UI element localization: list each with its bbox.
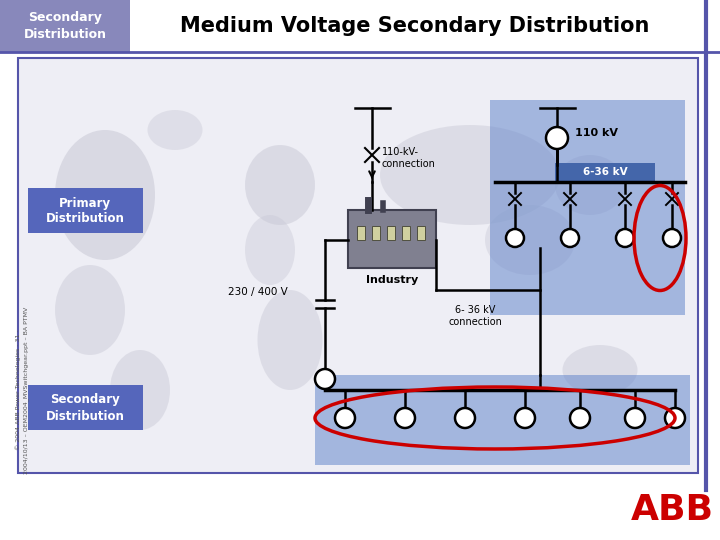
Text: © 2004 ABB Power Technologies - 31 -
2004/10/13 – OEM2004_MVSwitchgear.ppt – BA : © 2004 ABB Power Technologies - 31 - 200… bbox=[15, 306, 29, 474]
Bar bbox=[417, 226, 425, 240]
Text: 6-36 kV: 6-36 kV bbox=[582, 167, 627, 177]
Circle shape bbox=[546, 127, 568, 149]
Bar bbox=[555, 163, 655, 181]
Circle shape bbox=[395, 408, 415, 428]
Ellipse shape bbox=[562, 345, 637, 395]
Ellipse shape bbox=[380, 125, 560, 225]
Bar bbox=[348, 210, 436, 268]
Bar bbox=[18, 58, 698, 473]
Text: 230 / 400 V: 230 / 400 V bbox=[228, 287, 288, 297]
Text: Medium Voltage Secondary Distribution: Medium Voltage Secondary Distribution bbox=[180, 16, 649, 36]
Ellipse shape bbox=[555, 155, 625, 215]
Text: Industry: Industry bbox=[366, 275, 418, 285]
Circle shape bbox=[663, 229, 681, 247]
Bar bbox=[28, 385, 143, 430]
Bar bbox=[315, 375, 690, 465]
Text: 110 kV: 110 kV bbox=[575, 128, 618, 138]
Text: ABB: ABB bbox=[631, 493, 714, 527]
Circle shape bbox=[455, 408, 475, 428]
Text: 110-kV-
connection: 110-kV- connection bbox=[382, 147, 436, 169]
Bar bbox=[28, 188, 143, 233]
Ellipse shape bbox=[148, 110, 202, 150]
Bar bbox=[490, 100, 685, 315]
Text: Primary
Distribution: Primary Distribution bbox=[45, 197, 125, 226]
Ellipse shape bbox=[258, 290, 323, 390]
Ellipse shape bbox=[110, 350, 170, 430]
Circle shape bbox=[616, 229, 634, 247]
Circle shape bbox=[665, 408, 685, 428]
Text: Secondary
Distribution: Secondary Distribution bbox=[45, 394, 125, 422]
Circle shape bbox=[335, 408, 355, 428]
Circle shape bbox=[515, 408, 535, 428]
Circle shape bbox=[506, 229, 524, 247]
Bar bbox=[402, 226, 410, 240]
Circle shape bbox=[570, 408, 590, 428]
Circle shape bbox=[561, 229, 579, 247]
Bar bbox=[357, 226, 365, 240]
Text: Secondary
Distribution: Secondary Distribution bbox=[24, 11, 107, 41]
Bar bbox=[387, 226, 395, 240]
Text: 6- 36 kV
connection: 6- 36 kV connection bbox=[448, 305, 502, 327]
Bar bbox=[372, 226, 380, 240]
Bar bbox=[0, 0, 130, 52]
Circle shape bbox=[625, 408, 645, 428]
Ellipse shape bbox=[245, 215, 295, 285]
Ellipse shape bbox=[245, 145, 315, 225]
Circle shape bbox=[315, 369, 335, 389]
Ellipse shape bbox=[485, 205, 575, 275]
Ellipse shape bbox=[55, 130, 155, 260]
Ellipse shape bbox=[55, 265, 125, 355]
